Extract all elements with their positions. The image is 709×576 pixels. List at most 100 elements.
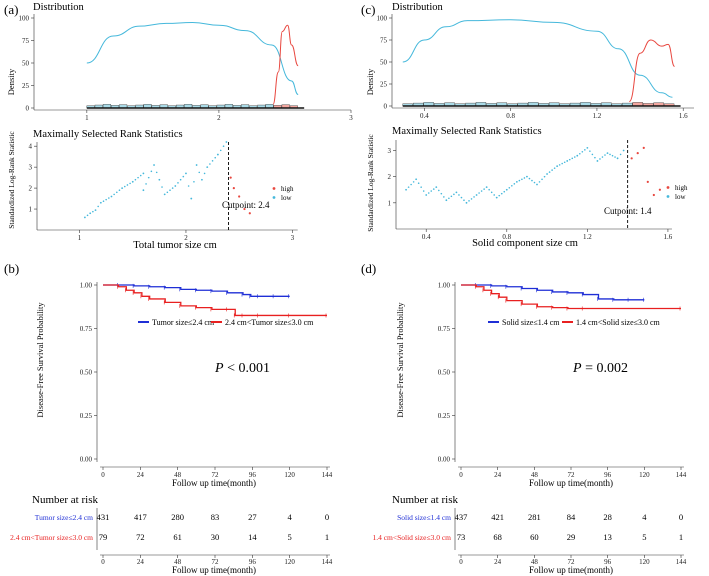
y-tick-label: 100 <box>19 15 30 23</box>
low-point <box>619 153 622 156</box>
panel-label-c: (c) <box>361 2 375 17</box>
low-point <box>166 191 169 194</box>
low-point <box>538 181 541 183</box>
low-point <box>616 157 619 160</box>
pvalue-d: P = 0.002 <box>572 361 628 376</box>
risk-row-label-1: 2.4 cm<Tumor size≤3.0 cm <box>10 533 93 542</box>
low-point <box>546 173 548 175</box>
low-point <box>505 188 508 191</box>
low-point <box>558 164 561 166</box>
survival-curve-0 <box>461 284 645 301</box>
risk-value: 417 <box>134 512 147 522</box>
low-point <box>483 188 485 190</box>
low-point <box>584 149 586 151</box>
high-point <box>646 180 649 183</box>
y-tick-label: 0.50 <box>438 369 451 377</box>
km-ylabel-d: Disease-Free Survival Probability <box>395 302 405 418</box>
low-point <box>601 156 604 158</box>
risk-value: 431 <box>97 512 110 522</box>
low-point <box>579 152 581 155</box>
low-point <box>498 194 501 197</box>
low-point <box>435 186 438 189</box>
low-point <box>410 183 412 186</box>
low-point <box>561 162 563 165</box>
high-point <box>243 207 246 211</box>
low-point <box>417 182 420 184</box>
legend-marker-high <box>272 187 276 190</box>
low-point <box>139 174 142 177</box>
risk-value: 29 <box>567 532 576 542</box>
low-point <box>440 192 443 195</box>
risk-value: 5 <box>642 532 646 542</box>
low-point <box>508 186 511 189</box>
high-point <box>652 193 655 197</box>
x-tick-label: 2 <box>184 234 188 242</box>
x-tick-label: 144 <box>322 558 333 566</box>
low-point <box>511 185 513 187</box>
low-point <box>155 171 158 174</box>
low-point <box>493 194 495 196</box>
low-point <box>83 216 86 219</box>
risk-table-left: Number at risk Follow up time(month) Tum… <box>10 494 333 575</box>
x-tick-label: 72 <box>212 558 220 566</box>
survival-curve-0 <box>103 284 290 297</box>
x-tick-label: 48 <box>531 471 539 479</box>
low-point <box>563 161 566 164</box>
y-tick-label: 1 <box>29 206 33 214</box>
low-point <box>203 172 206 175</box>
y-tick-label: 3 <box>388 147 392 155</box>
dist-ylabel-a: Density <box>6 68 16 95</box>
low-point <box>412 181 415 183</box>
low-point <box>553 167 556 169</box>
y-tick-label: 25 <box>22 82 30 90</box>
risk-value: 0 <box>325 512 329 522</box>
low-point <box>161 186 163 188</box>
low-point <box>129 182 131 185</box>
risk-value: 14 <box>248 532 257 542</box>
low-point <box>551 169 553 171</box>
low-point <box>468 200 470 202</box>
low-point <box>594 156 596 159</box>
x-tick-label: 0.4 <box>420 112 429 120</box>
y-tick-label: 0.75 <box>80 325 93 333</box>
low-point <box>110 195 113 198</box>
x-tick-label: 48 <box>174 558 182 566</box>
y-tick-label: 2 <box>388 173 392 181</box>
legend-marker-high <box>666 186 670 189</box>
low-point <box>556 165 559 168</box>
density-line-high <box>272 24 299 105</box>
low-point <box>473 196 475 198</box>
low-point <box>142 172 145 175</box>
low-point <box>219 149 222 152</box>
x-tick-label: 24 <box>137 558 145 566</box>
low-point <box>523 177 526 179</box>
low-point <box>427 192 430 194</box>
x-tick-label: 0.8 <box>502 233 511 241</box>
x-tick-label: 3 <box>349 114 353 122</box>
risk-value: 79 <box>99 532 108 542</box>
risk-value: 72 <box>136 532 145 542</box>
x-tick-label: 24 <box>494 558 502 566</box>
low-point <box>187 185 190 187</box>
risk-value: 281 <box>528 512 541 522</box>
x-tick-label: 1 <box>78 234 82 242</box>
low-point <box>153 164 155 166</box>
x-tick-label: 1.2 <box>583 233 592 241</box>
low-point <box>568 158 571 161</box>
low-point <box>94 209 97 211</box>
low-point <box>123 185 126 188</box>
x-tick-label: 72 <box>568 471 576 479</box>
low-point <box>145 183 147 185</box>
risk-value: 28 <box>603 512 612 522</box>
low-point <box>432 188 435 190</box>
density-line-low <box>402 19 673 98</box>
x-tick-label: 1.6 <box>664 233 673 241</box>
x-tick-label: 120 <box>639 558 650 566</box>
y-tick-label: 100 <box>377 15 388 23</box>
x-tick-label: 48 <box>531 558 539 566</box>
low-point <box>97 205 99 208</box>
legend-marker-low <box>272 196 276 199</box>
low-point <box>543 175 546 178</box>
low-point <box>89 212 92 215</box>
